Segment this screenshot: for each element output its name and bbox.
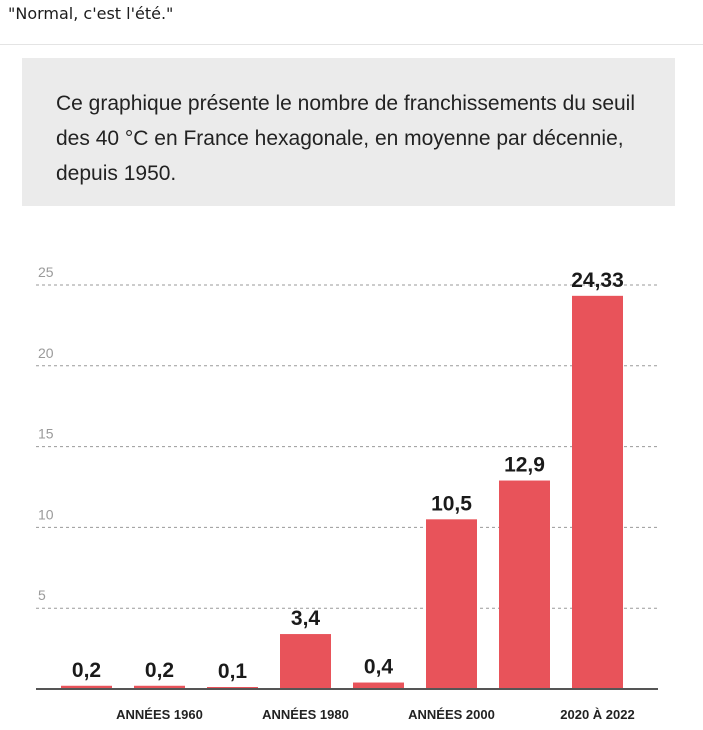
x-category-label: 2020 À 2022 (560, 707, 634, 722)
bar (426, 519, 477, 689)
bar-chart: 5 10 15 20 25 0,2 0,2 ANNÉES 1960 0,1 3,4 ANNÉES 1… (36, 264, 658, 722)
y-tick-label: 15 (38, 426, 54, 442)
x-category-label: ANNÉES 1960 (116, 707, 203, 722)
bar-value-label: 0,2 (145, 659, 174, 682)
bar-value-label: 12,9 (504, 454, 545, 477)
bar-value-label: 3,4 (291, 607, 321, 630)
y-tick-label: 20 (38, 345, 54, 361)
bar-value-label: 10,5 (431, 492, 472, 515)
bar (134, 685, 185, 689)
bar (572, 295, 623, 689)
bar-value-label: 24,33 (571, 269, 624, 292)
bar-value-label: 0,1 (218, 660, 248, 683)
x-category-label: ANNÉES 1980 (262, 707, 349, 722)
y-tick-label: 10 (38, 506, 54, 522)
bar (280, 634, 331, 689)
bar (499, 480, 550, 689)
post-caption: "Normal, c'est l'été." (8, 4, 174, 23)
chart-intro-text: Ce graphique présente le nombre de franc… (56, 92, 636, 185)
x-category-label: ANNÉES 2000 (408, 707, 495, 722)
bar-value-label: 0,4 (364, 656, 394, 679)
bar-value-label: 0,2 (72, 659, 101, 682)
bar (61, 685, 112, 689)
y-tick-label: 5 (38, 587, 46, 603)
y-tick-label: 25 (38, 264, 54, 280)
divider (0, 44, 703, 45)
chart-intro-box: Ce graphique présente le nombre de franc… (22, 58, 675, 206)
bar (353, 682, 404, 689)
